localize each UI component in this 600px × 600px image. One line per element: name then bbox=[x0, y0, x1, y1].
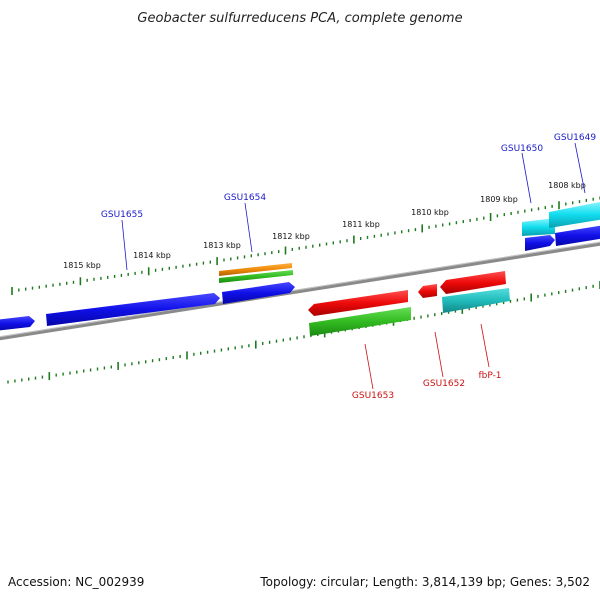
gene-label-gsu1655[interactable]: GSU1655 bbox=[101, 210, 143, 220]
gene-label-gsu1654[interactable]: GSU1654 bbox=[224, 193, 266, 203]
kbp-label: 1808 kbp bbox=[548, 181, 586, 190]
forward-ruler-ticks bbox=[11, 196, 600, 295]
accession-text: Accession: NC_002939 bbox=[8, 575, 144, 589]
kbp-label: 1812 kbp bbox=[272, 232, 310, 241]
reverse-gene-labels: GSU1653 GSU1652 fbP-1 bbox=[352, 323, 502, 401]
gene-label-gsu1650[interactable]: GSU1650 bbox=[501, 144, 543, 154]
gene-arrow-gsu1653[interactable] bbox=[308, 290, 408, 316]
leader-line bbox=[244, 202, 253, 253]
leader-line bbox=[574, 142, 586, 194]
gene-feature-orange[interactable] bbox=[219, 263, 292, 276]
kbp-label: 1815 kbp bbox=[63, 261, 101, 270]
gene-label-gsu1652[interactable]: GSU1652 bbox=[423, 379, 465, 389]
leader-line bbox=[521, 152, 532, 204]
gene-arrow-fbp1[interactable] bbox=[440, 271, 506, 294]
reverse-genes bbox=[308, 271, 510, 336]
gene-arrow-gsu1654[interactable] bbox=[222, 282, 295, 304]
kbp-label: 1814 kbp bbox=[133, 251, 171, 260]
leader-line bbox=[480, 323, 490, 368]
gene-label-gsu1653[interactable]: GSU1653 bbox=[352, 391, 394, 401]
gene-arrow-gsu1652[interactable] bbox=[418, 284, 437, 298]
gene-label-gsu1649[interactable]: GSU1649 bbox=[554, 133, 596, 143]
genome-backbone bbox=[0, 241, 600, 341]
gene-arrow-blue[interactable] bbox=[0, 316, 35, 331]
leader-line bbox=[364, 343, 374, 390]
kbp-label: 1809 kbp bbox=[480, 195, 518, 204]
kbp-label: 1811 kbp bbox=[342, 220, 380, 229]
leader-line bbox=[121, 219, 128, 271]
kbp-scale: 1815 kbp 1814 kbp 1813 kbp 1812 kbp 1811… bbox=[63, 181, 586, 270]
gene-feature-cyan[interactable] bbox=[522, 218, 555, 236]
genome-backbone-highlight bbox=[0, 241, 600, 338]
forward-genes bbox=[0, 201, 600, 331]
gene-feature-cyan[interactable] bbox=[549, 201, 600, 228]
leader-line bbox=[434, 331, 444, 378]
gene-feature-green[interactable] bbox=[309, 307, 411, 336]
kbp-label: 1810 kbp bbox=[411, 208, 449, 217]
forward-gene-labels: GSU1655 GSU1654 GSU1650 GSU1649 bbox=[101, 133, 596, 271]
page-title: Geobacter sulfurreducens PCA, complete g… bbox=[137, 11, 462, 26]
genome-summary-text: Topology: circular; Length: 3,814,139 bp… bbox=[259, 575, 590, 589]
kbp-label: 1813 kbp bbox=[203, 241, 241, 250]
gene-arrow-gsu1649[interactable] bbox=[555, 225, 600, 246]
gene-arrow-gsu1655[interactable] bbox=[46, 293, 220, 326]
reverse-ruler-ticks bbox=[7, 281, 600, 384]
gene-feature-green[interactable] bbox=[219, 270, 293, 283]
gene-feature-teal[interactable] bbox=[442, 288, 510, 313]
gene-arrow-gsu1650[interactable] bbox=[525, 235, 555, 251]
gene-label-fbp1[interactable]: fbP-1 bbox=[478, 371, 501, 381]
